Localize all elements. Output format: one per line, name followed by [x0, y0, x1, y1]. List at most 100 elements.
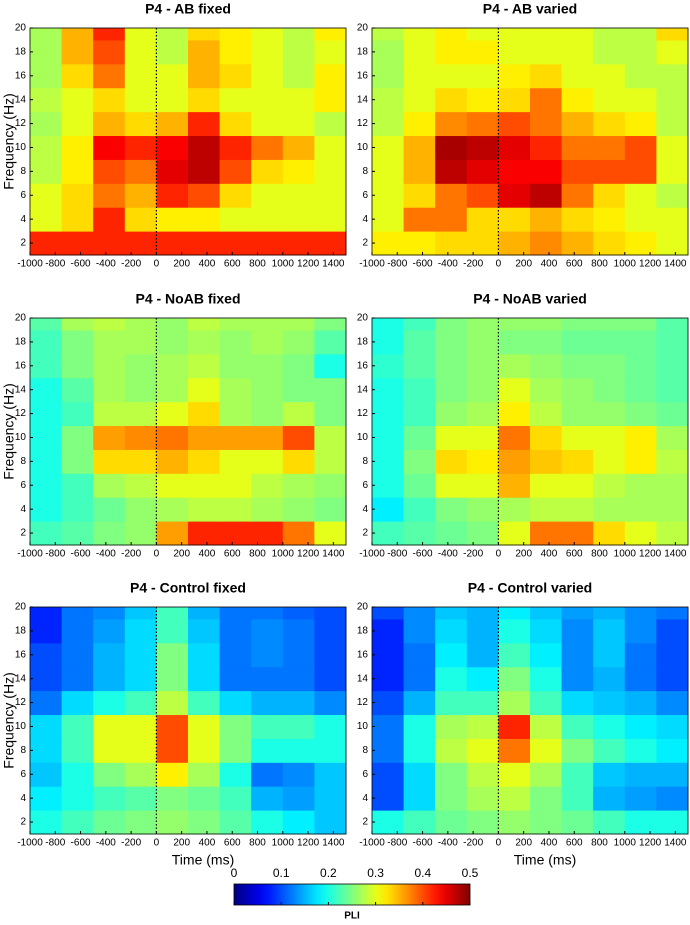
- heatmap-cell: [314, 318, 347, 331]
- heatmap-cell: [251, 618, 284, 644]
- heatmap-cell: [188, 521, 221, 546]
- x-tick-label: 800: [591, 549, 608, 560]
- heatmap-cell: [530, 135, 563, 160]
- x-tick-label: -400: [96, 259, 116, 270]
- heatmap-cell: [188, 135, 221, 160]
- heatmap-cell: [561, 618, 594, 644]
- heatmap-cell: [30, 353, 63, 379]
- heatmap-cell: [156, 183, 189, 208]
- heatmap-cell: [372, 810, 405, 835]
- heatmap-cell: [403, 521, 436, 546]
- heatmap-cell: [530, 329, 563, 355]
- heatmap-cell: [282, 762, 315, 787]
- heatmap-cell: [282, 28, 315, 41]
- heatmap-cell: [61, 135, 94, 160]
- heatmap-cell: [403, 666, 436, 692]
- colorbar-tick-label: 0.1: [273, 866, 290, 880]
- heatmap-cell: [188, 377, 221, 403]
- heatmap-cell: [188, 318, 221, 331]
- x-tick-label: 200: [173, 259, 190, 270]
- heatmap-cell: [593, 738, 626, 763]
- heatmap-cell: [624, 318, 657, 331]
- heatmap-cell: [466, 329, 499, 355]
- heatmap-cell: [282, 690, 315, 716]
- x-tick-label: 0: [154, 549, 160, 560]
- y-tick-label: 2: [20, 528, 26, 539]
- y-tick-label: 10: [357, 142, 369, 153]
- heatmap-cell: [498, 690, 531, 716]
- heatmap-cell: [498, 329, 531, 355]
- heatmap-cell: [251, 762, 284, 787]
- heatmap-cell: [466, 63, 499, 89]
- heatmap-cell: [93, 87, 126, 113]
- heatmap-cell: [435, 666, 468, 692]
- heatmap-cell: [466, 618, 499, 644]
- heatmap-cell: [124, 159, 157, 184]
- heatmap-cell: [624, 207, 657, 232]
- heatmap-cell: [188, 111, 221, 137]
- y-tick-label: 20: [15, 313, 27, 324]
- heatmap-cell: [498, 618, 531, 644]
- heatmap-cell: [403, 159, 436, 184]
- heatmap-cell: [251, 786, 284, 811]
- heatmap-cell: [372, 39, 405, 65]
- heatmap-cell: [61, 690, 94, 716]
- heatmap-cell: [372, 690, 405, 716]
- x-tick-label: 1200: [297, 838, 320, 849]
- heatmap-cell: [30, 738, 63, 763]
- heatmap-cell: [30, 329, 63, 355]
- x-tick-label: 200: [515, 259, 532, 270]
- heatmap-cell: [314, 159, 347, 184]
- heatmap-cell: [624, 329, 657, 355]
- heatmap-cell: [124, 353, 157, 379]
- heatmap-cell: [314, 714, 347, 739]
- x-tick-label: 600: [224, 549, 241, 560]
- heatmap-cell: [93, 425, 126, 450]
- y-tick-label: 14: [15, 384, 27, 395]
- heatmap-cell: [372, 786, 405, 811]
- heatmap-cell: [93, 111, 126, 137]
- x-tick-label: -200: [463, 259, 483, 270]
- heatmap-cell: [156, 159, 189, 184]
- heatmap-cell: [30, 183, 63, 208]
- heatmap-cell: [530, 207, 563, 232]
- heatmap-cell: [156, 449, 189, 474]
- heatmap-cell: [466, 231, 499, 256]
- heatmap-cell: [188, 786, 221, 811]
- heatmap-cell: [314, 786, 347, 811]
- y-tick-label: 6: [20, 769, 26, 780]
- y-tick-label: 18: [15, 337, 27, 348]
- heatmap-cell: [435, 642, 468, 668]
- y-tick-label: 12: [357, 408, 369, 419]
- x-tick-label: 800: [249, 259, 266, 270]
- heatmap-cell: [188, 425, 221, 450]
- heatmap-cell: [530, 231, 563, 256]
- heatmap-cell: [314, 39, 347, 65]
- y-tick-label: 4: [20, 214, 26, 225]
- heatmap-cell: [593, 618, 626, 644]
- heatmap-cell: [435, 786, 468, 811]
- heatmap-cell: [188, 762, 221, 787]
- heatmap-cell: [466, 714, 499, 739]
- heatmap-cell: [251, 353, 284, 379]
- heatmap-cell: [624, 810, 657, 835]
- x-tick-label: 600: [566, 549, 583, 560]
- heatmap-cell: [403, 353, 436, 379]
- y-tick-label: 10: [357, 432, 369, 443]
- x-tick-label: -600: [71, 838, 91, 849]
- x-tick-label: -400: [438, 259, 458, 270]
- heatmap-cell: [403, 690, 436, 716]
- heatmap-cell: [314, 401, 347, 427]
- y-tick-label: 8: [20, 745, 26, 756]
- heatmap-cell: [372, 762, 405, 787]
- heatmap-cell: [124, 87, 157, 113]
- heatmap-cell: [498, 87, 531, 113]
- heatmap-cell: [30, 521, 63, 546]
- heatmap-cell: [656, 231, 689, 256]
- heatmap-cell: [624, 135, 657, 160]
- heatmap-cell: [561, 401, 594, 427]
- heatmap-cell: [593, 690, 626, 716]
- heatmap-cell: [466, 111, 499, 137]
- heatmap-cell: [124, 401, 157, 427]
